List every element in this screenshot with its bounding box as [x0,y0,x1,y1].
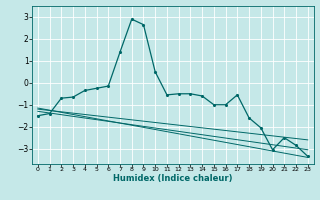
X-axis label: Humidex (Indice chaleur): Humidex (Indice chaleur) [113,174,233,183]
